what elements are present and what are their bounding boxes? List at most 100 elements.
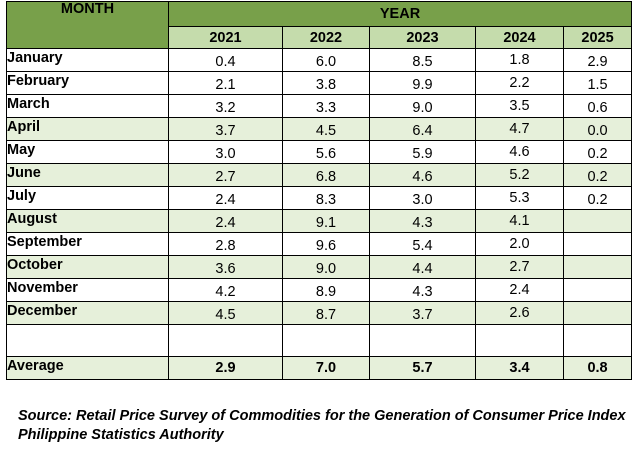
year-2025-header: 2025 — [562, 26, 633, 49]
value-cell — [562, 232, 633, 256]
table-row: January 0.4 6.0 8.5 1.8 2.9 — [6, 48, 633, 72]
table-row: November 4.2 8.9 4.3 2.4 — [6, 278, 633, 302]
inflation-table: MONTH YEAR 2021 2022 2023 2024 2025 Janu… — [6, 1, 633, 380]
value-cell: 0.2 — [562, 186, 633, 210]
average-value-cell: 3.4 — [475, 356, 564, 380]
month-cell: September — [6, 232, 169, 256]
value-cell: 3.2 — [168, 94, 283, 118]
value-cell: 4.3 — [369, 278, 476, 302]
value-cell: 2.7 — [168, 163, 283, 187]
value-cell — [562, 301, 633, 325]
value-cell: 2.1 — [168, 71, 283, 95]
average-value-cell: 2.9 — [168, 356, 283, 380]
value-cell: 9.9 — [369, 71, 476, 95]
value-cell: 2.4 — [168, 186, 283, 210]
value-cell: 5.3 — [475, 186, 564, 210]
year-2024-header: 2024 — [475, 26, 564, 49]
average-value-cell: 7.0 — [282, 356, 370, 380]
month-cell: July — [6, 186, 169, 210]
value-cell: 5.4 — [369, 232, 476, 256]
month-cell: May — [6, 140, 169, 164]
value-cell: 0.2 — [562, 163, 633, 187]
value-cell: 3.3 — [282, 94, 370, 118]
table-row: April 3.7 4.5 6.4 4.7 0.0 — [6, 117, 633, 141]
value-cell: 5.6 — [282, 140, 370, 164]
month-cell: June — [6, 163, 169, 187]
value-cell: 3.0 — [369, 186, 476, 210]
table-row: July 2.4 8.3 3.0 5.3 0.2 — [6, 186, 633, 210]
value-cell: 6.0 — [282, 48, 370, 72]
table-row: December 4.5 8.7 3.7 2.6 — [6, 301, 633, 325]
table-row: June 2.7 6.8 4.6 5.2 0.2 — [6, 163, 633, 187]
month-cell: April — [6, 117, 169, 141]
value-cell: 5.9 — [369, 140, 476, 164]
average-value-cell: 5.7 — [369, 356, 476, 380]
month-cell: December — [6, 301, 169, 325]
value-cell: 2.8 — [168, 232, 283, 256]
value-cell: 4.5 — [168, 301, 283, 325]
blank-row — [6, 324, 633, 357]
value-cell: 9.1 — [282, 209, 370, 233]
month-cell: August — [6, 209, 169, 233]
value-cell: 4.6 — [475, 140, 564, 164]
value-cell: 4.5 — [282, 117, 370, 141]
value-cell: 2.6 — [475, 301, 564, 325]
average-label: Average — [6, 356, 169, 380]
month-cell: January — [6, 48, 169, 72]
empty-cell — [369, 324, 476, 357]
empty-cell — [6, 324, 169, 357]
value-cell: 2.4 — [168, 209, 283, 233]
value-cell: 4.4 — [369, 255, 476, 279]
value-cell: 8.7 — [282, 301, 370, 325]
table-row: September 2.8 9.6 5.4 2.0 — [6, 232, 633, 256]
value-cell — [562, 278, 633, 302]
value-cell — [562, 209, 633, 233]
value-cell: 2.2 — [475, 71, 564, 95]
empty-cell — [282, 324, 370, 357]
value-cell: 0.4 — [168, 48, 283, 72]
value-cell: 3.5 — [475, 94, 564, 118]
month-cell: October — [6, 255, 169, 279]
source-note: Source: Retail Price Survey of Commoditi… — [18, 408, 626, 443]
value-cell: 8.3 — [282, 186, 370, 210]
value-cell: 1.8 — [475, 48, 564, 72]
month-cell: November — [6, 278, 169, 302]
value-cell: 4.6 — [369, 163, 476, 187]
empty-cell — [168, 324, 283, 357]
value-cell: 2.7 — [475, 255, 564, 279]
year-2022-header: 2022 — [282, 26, 370, 49]
value-cell: 9.0 — [369, 94, 476, 118]
year-2023-header: 2023 — [369, 26, 476, 49]
value-cell: 2.9 — [562, 48, 633, 72]
value-cell: 0.2 — [562, 140, 633, 164]
month-header: MONTH — [6, 1, 169, 49]
table-row: August 2.4 9.1 4.3 4.1 — [6, 209, 633, 233]
value-cell: 3.0 — [168, 140, 283, 164]
table-row: March 3.2 3.3 9.0 3.5 0.6 — [6, 94, 633, 118]
month-cell: February — [6, 71, 169, 95]
value-cell: 4.7 — [475, 117, 564, 141]
value-cell: 2.0 — [475, 232, 564, 256]
value-cell: 4.3 — [369, 209, 476, 233]
average-value-cell: 0.8 — [562, 356, 633, 380]
average-row: Average 2.9 7.0 5.7 3.4 0.8 — [6, 356, 633, 380]
value-cell: 6.8 — [282, 163, 370, 187]
value-cell: 0.0 — [562, 117, 633, 141]
year-2021-header: 2021 — [168, 26, 283, 49]
value-cell: 1.5 — [562, 71, 633, 95]
value-cell: 2.4 — [475, 278, 564, 302]
value-cell: 8.5 — [369, 48, 476, 72]
value-cell: 9.0 — [282, 255, 370, 279]
value-cell: 3.8 — [282, 71, 370, 95]
table-row: May 3.0 5.6 5.9 4.6 0.2 — [6, 140, 633, 164]
value-cell: 5.2 — [475, 163, 564, 187]
value-cell: 3.7 — [369, 301, 476, 325]
value-cell: 4.1 — [475, 209, 564, 233]
value-cell: 8.9 — [282, 278, 370, 302]
empty-cell — [475, 324, 564, 357]
value-cell: 9.6 — [282, 232, 370, 256]
value-cell: 3.6 — [168, 255, 283, 279]
year-header: YEAR — [167, 1, 633, 27]
value-cell: 3.7 — [168, 117, 283, 141]
value-cell — [562, 255, 633, 279]
